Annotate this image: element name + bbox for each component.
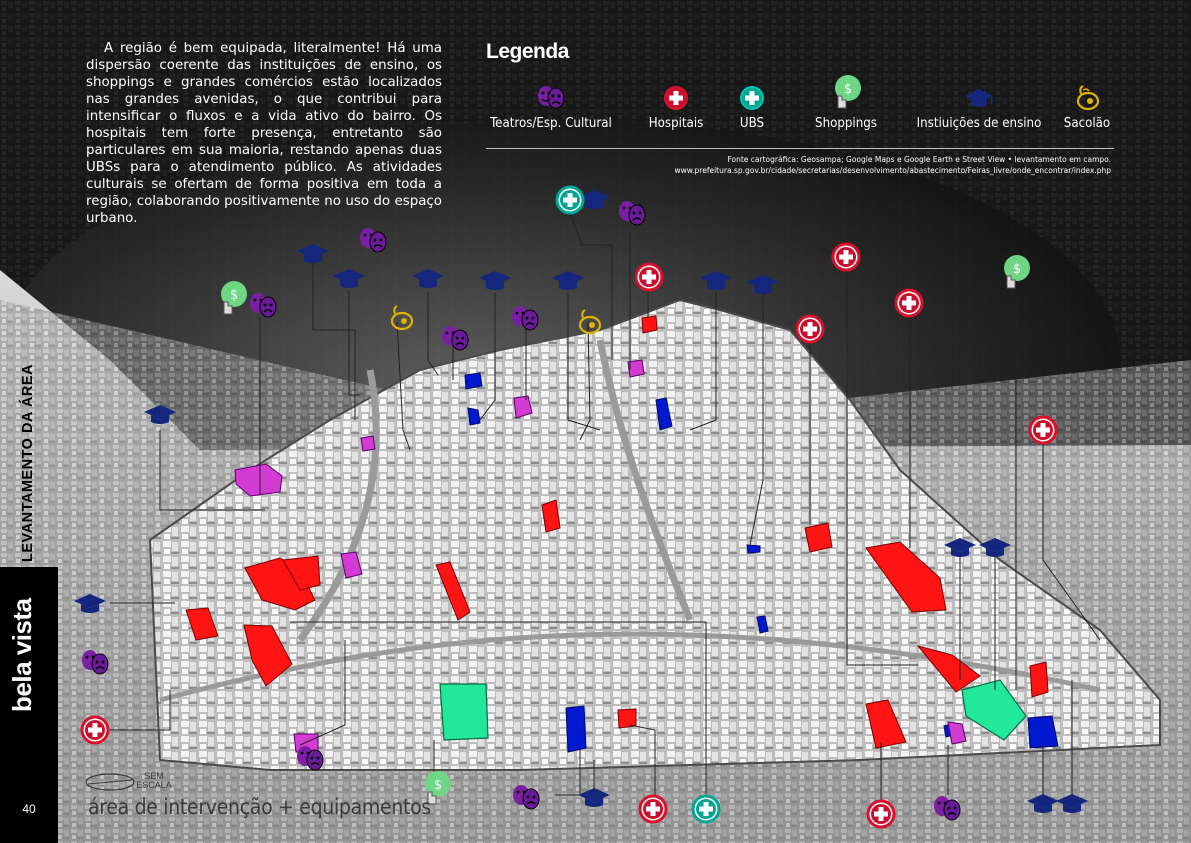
scale-indicator: SEM ESCALA [84,770,172,799]
legend-divider [486,148,1114,149]
place-name: bela vista [7,598,37,712]
legend-title: Legenda [486,40,569,63]
pear-icon [1076,85,1100,111]
svg-text:$: $ [844,82,852,97]
intro-paragraph: A região é bem equipada, literalmente! H… [86,41,442,226]
legend-item-teatros: Teatros/Esp. Cultural [471,84,631,131]
legend-label: Shoppings [815,116,877,131]
left-sidebar [0,567,58,843]
legend-label: Teatros/Esp. Cultural [490,116,612,131]
section-title: LEVANTAMENTO DA ÁREA [20,364,36,562]
source-line-1: Fonte cartográfica: Geosampa; Google Map… [727,155,1111,164]
figure-caption: área de intervenção + equipamentos [88,795,431,819]
scale-label: SEM ESCALA [136,771,172,790]
hospital-cross-icon [664,86,688,110]
legend-item-shoppings: $ Shoppings [766,74,926,131]
legend-item-sacolao: Sacolão [1007,84,1167,131]
theater-masks-icon [538,86,565,109]
legend-item-ubs: UBS [672,84,832,131]
legend-label: UBS [739,116,765,131]
legend-item-hospitais: Hospitais [596,84,756,131]
scale-ellipse-icon [85,773,135,791]
page-number: 40 [22,802,36,816]
ubs-cross-icon [740,86,764,110]
legend-label: Sacolão [1063,116,1111,131]
legend-label: Instiuições de ensino [916,116,1042,131]
legend-label: Hospitais [648,116,704,131]
shopping-dollar-icon: $ [835,75,861,109]
legend-item-ensino: Instiuições de ensino [899,84,1059,131]
source-line-2: www.prefeitura.sp.gov.br/cidade/secretar… [674,166,1111,175]
source-note: Fonte cartográfica: Geosampa; Google Map… [674,154,1111,176]
graduation-cap-icon [965,89,993,107]
